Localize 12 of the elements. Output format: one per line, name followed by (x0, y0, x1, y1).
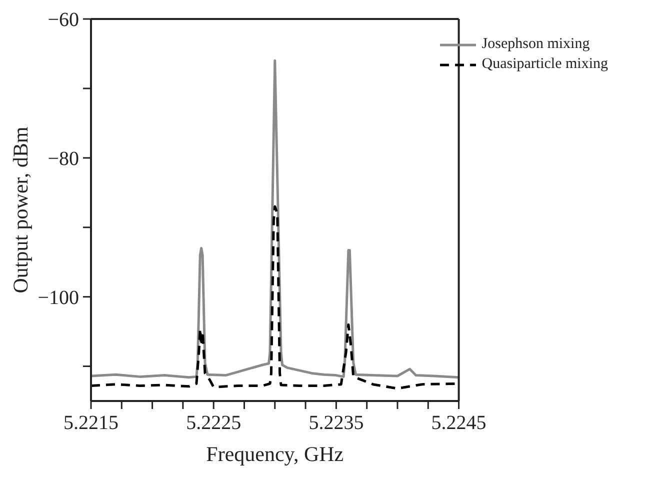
x-tick-label: 5.2245 (431, 412, 486, 434)
x-tick-label: 5.2225 (186, 412, 242, 434)
legend-label: Josephson mixing (482, 36, 590, 53)
line-series (91, 59, 459, 379)
x-tick-label: 5.2215 (64, 412, 118, 434)
y-tick-label: −100 (38, 286, 79, 309)
legend-label: Quasiparticle mixing (482, 56, 608, 73)
y-axis-title: Output power, dBm (8, 126, 32, 294)
x-axis-title: Frequency, GHz (206, 442, 344, 466)
x-tick-label: 5.2235 (308, 412, 364, 434)
y-tick-label: −60 (48, 9, 79, 32)
y-tick-label: −80 (48, 148, 79, 170)
